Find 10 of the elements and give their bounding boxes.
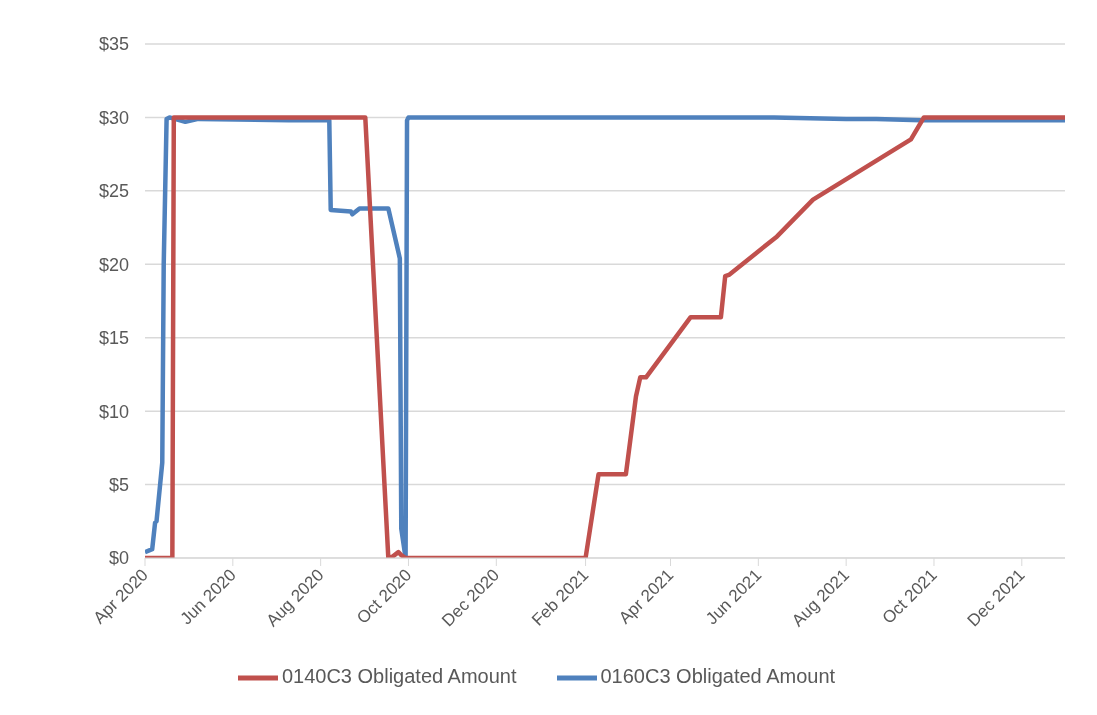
y-tick-label: $5: [108, 474, 129, 495]
y-tick-label: $15: [98, 328, 129, 349]
y-tick-label: $0: [108, 548, 129, 569]
y-tick-label: $25: [98, 181, 129, 202]
y-tick-label: $35: [98, 34, 129, 55]
y-tick-label: $30: [98, 107, 129, 128]
y-tick-label: $20: [98, 254, 129, 275]
legend-label: 0140C3 Obligated Amount: [281, 665, 517, 688]
y-tick-label: $10: [98, 401, 129, 422]
legend-label: 0160C3 Obligated Amount: [600, 665, 836, 688]
